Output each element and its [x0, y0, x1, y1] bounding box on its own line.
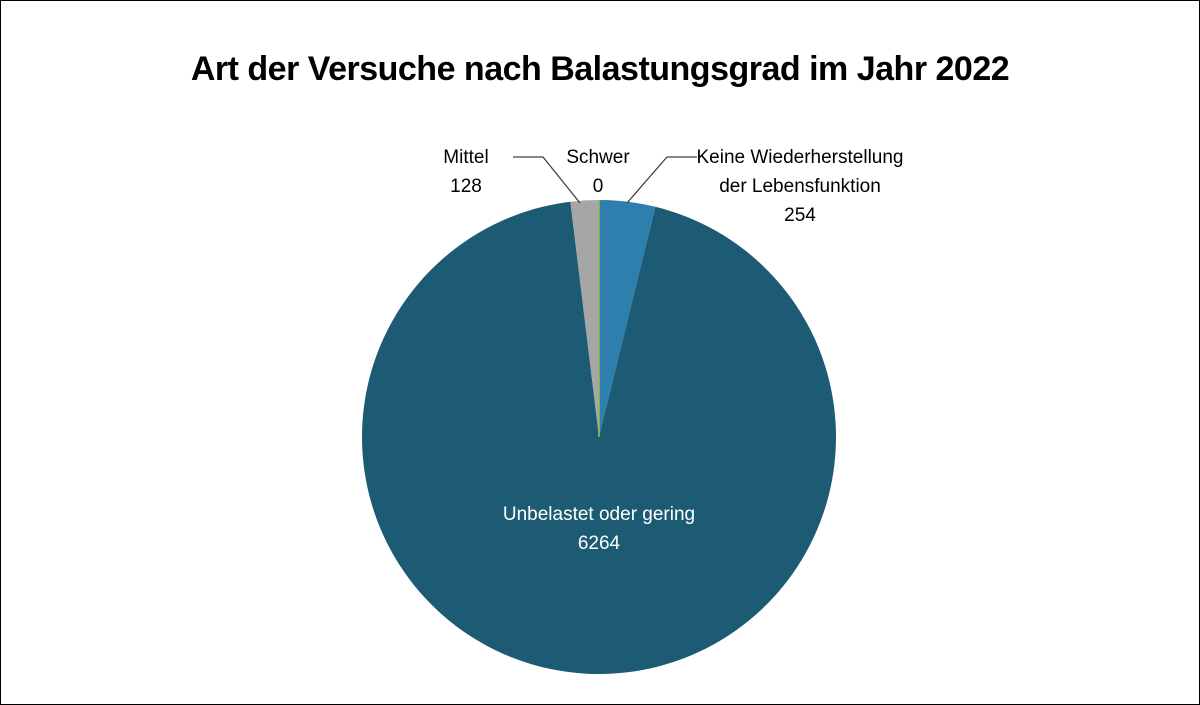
data-label-unbelastet-oder-gering-0: Unbelastet oder gering [503, 504, 695, 525]
pie-slice-unbelastet-oder-gering [361, 201, 836, 674]
pie-slice-mittel [570, 200, 599, 437]
data-label-schwer-0: Schwer [566, 147, 630, 168]
chart-title: Art der Versuche nach Balastungsgrad im … [190, 50, 1010, 88]
leader-line-mittel [513, 156, 581, 204]
pie-slice-keine-wiederherstellung-der-lebensfunktion [599, 200, 656, 437]
data-label-value-unbelastet-oder-gering: 6264 [578, 533, 621, 554]
data-label-keine-wiederherstellung-der-lebensfunktion-1: der Lebensfunktion [719, 176, 881, 197]
data-label-mittel-0: Mittel [443, 147, 488, 168]
data-label-keine-wiederherstellung-der-lebensfunktion-0: Keine Wiederherstellung [696, 147, 903, 168]
data-label-value-mittel: 128 [450, 176, 482, 197]
data-label-value-keine-wiederherstellung-der-lebensfunktion: 254 [784, 205, 816, 226]
leader-line-keine-wiederherstellung-der-lebensfunktion [626, 156, 697, 204]
data-label-value-schwer: 0 [593, 176, 604, 197]
